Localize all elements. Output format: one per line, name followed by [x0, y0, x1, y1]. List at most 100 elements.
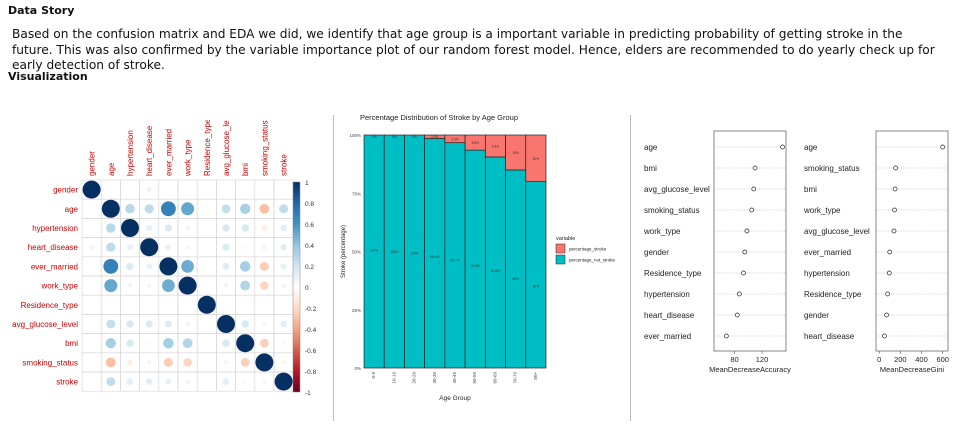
importance-dot: [940, 144, 946, 150]
corr-cell: [216, 294, 236, 315]
corr-circle: [165, 378, 172, 385]
importance-dot: [892, 186, 898, 192]
legend-label-stroke: percentage_stroke: [569, 247, 607, 252]
corr-cell: [216, 179, 236, 200]
corr-circle: [146, 187, 152, 193]
x-tick-label: 80: [730, 355, 738, 364]
corr-circle: [181, 202, 195, 216]
bar-stroke: [525, 134, 547, 182]
importance-label: avg_glucose_level: [644, 185, 710, 194]
corr-cell: [196, 179, 217, 200]
corr-cell: [196, 333, 217, 354]
bar-label-not-stroke: 100%: [410, 252, 418, 256]
importance-label: heart_disease: [804, 332, 855, 341]
importance-dot: [744, 228, 750, 234]
corr-row-label: smoking_status: [22, 358, 78, 367]
corr-circle: [127, 283, 133, 288]
corr-circle: [217, 315, 235, 333]
corr-col-label: work_type: [184, 139, 193, 177]
data-story-heading: Data Story: [8, 4, 75, 17]
corr-circle: [239, 261, 251, 272]
importance-dot: [884, 312, 889, 318]
corr-circle: [280, 263, 287, 270]
importance-dot: [882, 333, 887, 339]
corr-row-label: Residence_type: [21, 301, 79, 310]
corr-circle: [259, 261, 269, 271]
corr-circle: [146, 263, 153, 270]
visualization-heading: Visualization: [8, 70, 88, 83]
stroke-bar-chart-panel: Percentage Distribution of Stroke by Age…: [336, 110, 636, 415]
corr-circle: [262, 379, 267, 384]
corr-circle: [185, 379, 190, 384]
correlation-plot-panel: gender gender age age hypertension hypertensi…: [10, 110, 328, 415]
corr-circle: [126, 262, 134, 270]
legend-swatch-stroke: [555, 243, 566, 254]
x-axis-label: Age Group: [439, 395, 471, 402]
corr-circle: [241, 320, 249, 328]
corr-cell: [81, 275, 102, 296]
corr-circle: [222, 339, 230, 347]
corr-circle: [185, 244, 190, 250]
colorbar-tick-label: 0: [305, 285, 309, 292]
importance-dot: [737, 291, 742, 297]
importance-label: age: [644, 143, 658, 152]
importance-dot: [734, 312, 740, 318]
importance-label: work_type: [643, 227, 681, 236]
corr-circle: [127, 244, 133, 251]
corr-cell: [120, 179, 140, 200]
corr-cell: [81, 218, 102, 238]
corr-circle: [165, 244, 172, 251]
x-tick-label: 600: [936, 355, 949, 364]
colorbar-tick-label: -0.2: [305, 306, 317, 313]
bar-label-stroke: 0%: [412, 135, 417, 139]
corr-cell: [158, 179, 179, 200]
corr-row-label: stroke: [56, 378, 78, 387]
importance-dot: [780, 144, 785, 150]
corr-circle: [281, 283, 286, 288]
corr-circle: [221, 204, 231, 214]
corr-cell: [100, 179, 121, 200]
variable-importance-plot: age bmi avg_glucose_level smoking_statuswor…: [643, 130, 949, 374]
corr-circle: [146, 283, 152, 288]
corr-circle: [126, 339, 134, 347]
colorbar-tick-label: 0.4: [305, 243, 314, 250]
corr-circle: [126, 320, 134, 328]
x-tick-label: 200: [894, 355, 907, 364]
corr-cell: [254, 294, 275, 315]
corr-cell: [81, 352, 102, 373]
corr-circle: [162, 279, 175, 292]
bar-not-stroke: [424, 138, 446, 369]
corr-circle: [197, 295, 216, 314]
corr-circle: [240, 357, 250, 367]
corr-cell: [196, 237, 217, 258]
corr-cell: [273, 294, 294, 315]
corr-row-label: bmi: [65, 339, 78, 348]
corr-row-label: hypertension: [32, 224, 78, 233]
corr-circle: [236, 334, 255, 353]
corr-circle: [89, 244, 95, 250]
bar-label-stroke: 20%: [533, 157, 540, 161]
y-axis-label: Stroke (percentage): [341, 225, 347, 278]
importance-label: smoking_status: [804, 164, 860, 173]
corr-circle: [183, 358, 192, 367]
corr-col-label: age: [107, 162, 116, 176]
colorbar-tick-label: 0.2: [305, 264, 314, 271]
corr-cell: [81, 294, 102, 315]
corr-cell: [235, 179, 256, 200]
corr-cell: [177, 294, 198, 315]
importance-label: Residence_type: [804, 290, 862, 299]
importance-dot: [741, 270, 746, 276]
corr-cell: [196, 352, 217, 373]
x-tick-label: 70-79: [513, 372, 518, 384]
bar-not-stroke: [525, 181, 547, 369]
colorbar-tick-label: -0.4: [305, 327, 317, 334]
importance-label: bmi: [644, 164, 657, 173]
colorbar: [292, 181, 301, 393]
corr-circle: [106, 319, 116, 329]
corr-circle: [185, 321, 190, 327]
corr-circle: [105, 357, 116, 368]
bar-label-stroke: 6.5%: [472, 141, 479, 145]
corr-circle: [222, 224, 230, 232]
x-tick-label: 10-19: [391, 372, 396, 384]
